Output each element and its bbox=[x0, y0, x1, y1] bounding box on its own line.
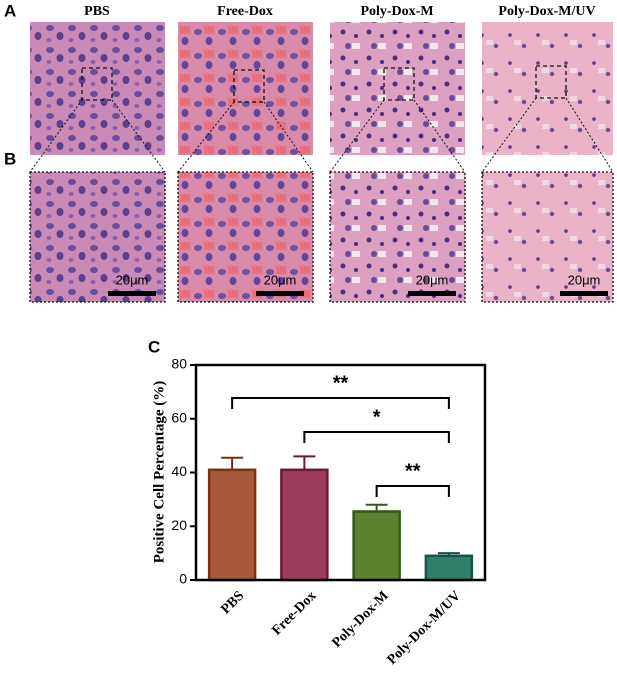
plot-frame bbox=[194, 363, 487, 582]
zoom-box bbox=[233, 69, 265, 103]
y-tick-label: 0 bbox=[179, 571, 187, 587]
y-tick-label: 40 bbox=[171, 463, 187, 479]
scale-bar bbox=[560, 291, 608, 296]
scale-bar-label: 20μm bbox=[568, 272, 601, 287]
y-tick-label: 60 bbox=[171, 409, 187, 425]
panel-label: C bbox=[148, 337, 160, 356]
image bbox=[482, 22, 613, 155]
zoom-image bbox=[177, 171, 314, 303]
zoom-image bbox=[329, 171, 466, 303]
panel-label: A bbox=[4, 1, 16, 20]
significance-label: ** bbox=[333, 372, 349, 394]
y-tick-label: 80 bbox=[171, 356, 187, 372]
significance-bracket bbox=[231, 397, 450, 409]
zoom-box bbox=[535, 65, 567, 99]
image bbox=[330, 22, 465, 155]
significance-label: * bbox=[373, 406, 381, 428]
zoom-box bbox=[81, 67, 113, 101]
image-title: PBS bbox=[84, 4, 110, 19]
x-tick-label: Poly-Dox-M/UV bbox=[385, 588, 464, 667]
x-tick-label: Free-Dox bbox=[269, 588, 319, 638]
image-title: Poly-Dox-M bbox=[360, 4, 433, 19]
significance-bracket bbox=[375, 485, 450, 497]
scale-bar bbox=[256, 291, 304, 296]
scale-bar bbox=[408, 291, 456, 296]
y-tick-label: 20 bbox=[171, 517, 187, 533]
zoom-image bbox=[29, 171, 166, 303]
bar bbox=[280, 468, 329, 582]
scale-bar-label: 20μm bbox=[264, 272, 297, 287]
x-tick-label: Poly-Dox-M bbox=[329, 588, 391, 650]
images bbox=[29, 22, 614, 303]
panel-label: B bbox=[4, 149, 16, 168]
scale-bar bbox=[108, 291, 156, 296]
image-title: Free-Dox bbox=[217, 4, 273, 19]
image bbox=[30, 22, 165, 155]
bar bbox=[424, 554, 474, 582]
bar bbox=[352, 510, 401, 582]
significance-bracket bbox=[303, 431, 450, 443]
image bbox=[178, 22, 313, 155]
y-axis-label: Positive Cell Percentage (%) bbox=[151, 381, 167, 564]
bar bbox=[207, 468, 257, 582]
x-tick-label: PBS bbox=[218, 588, 247, 617]
image-title: Poly-Dox-M/UV bbox=[498, 4, 595, 19]
zoom-box bbox=[383, 67, 415, 101]
scale-bar-label: 20μm bbox=[116, 272, 149, 287]
significance-label: ** bbox=[405, 460, 421, 482]
scale-bar-label: 20μm bbox=[416, 272, 449, 287]
zoom-image bbox=[481, 171, 614, 303]
